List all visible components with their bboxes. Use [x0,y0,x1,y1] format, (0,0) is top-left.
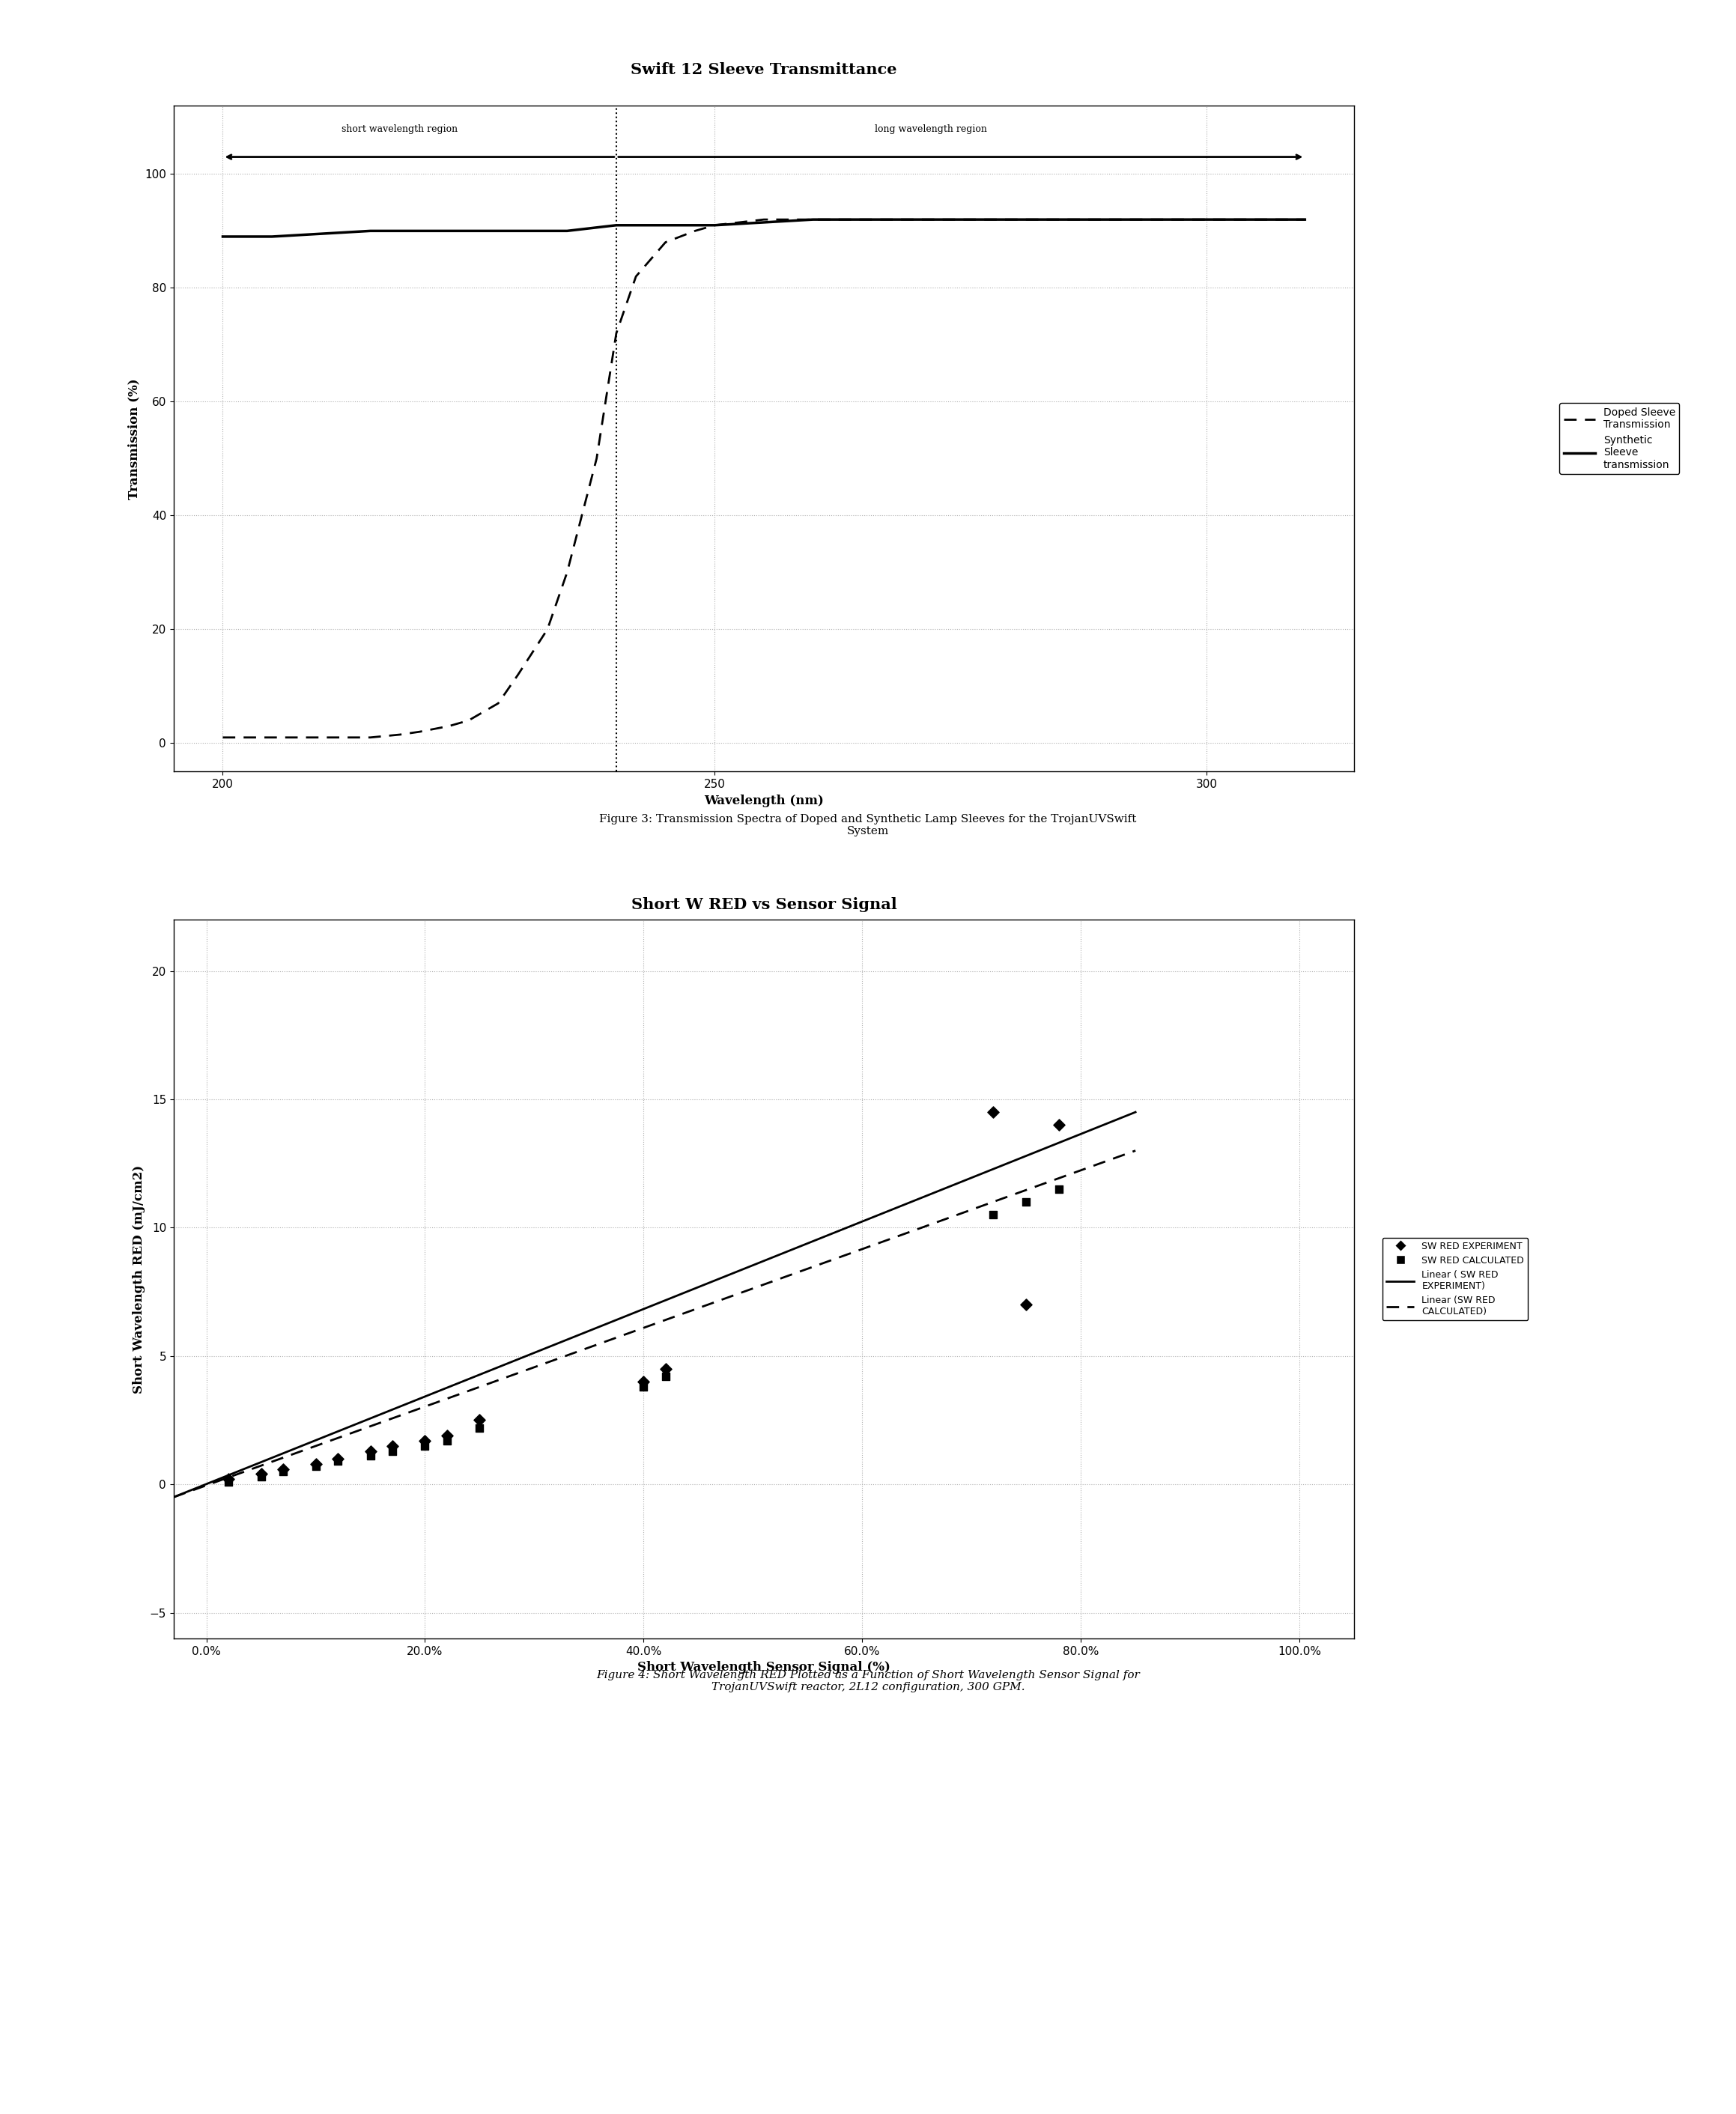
Point [1012,1186,1040,1220]
Point [356,1440,384,1473]
Point [247,1457,274,1490]
Point [214,1463,241,1497]
Legend: SW RED EXPERIMENT, SW RED CALCULATED, Linear ( SW RED
EXPERIMENT), Linear (SW RE: SW RED EXPERIMENT, SW RED CALCULATED, Li… [1382,1237,1528,1321]
Point [1045,1108,1073,1142]
Text: long wavelength region: long wavelength region [875,125,988,133]
Point [630,1366,658,1399]
Point [269,1454,297,1488]
Point [979,1199,1007,1232]
Point [465,1410,493,1444]
Point [432,1418,460,1452]
Point [214,1465,241,1499]
Point [465,1404,493,1438]
Point [630,1370,658,1404]
Point [269,1452,297,1486]
Y-axis label: Transmission (%): Transmission (%) [128,378,141,499]
Point [247,1459,274,1492]
Y-axis label: Short Wavelength RED (mJ/cm2): Short Wavelength RED (mJ/cm2) [132,1165,146,1393]
Point [979,1095,1007,1129]
Point [323,1444,351,1478]
Point [323,1442,351,1476]
Point [651,1359,679,1393]
Legend: Doped Sleeve
Transmission, Synthetic
Sleeve
transmission: Doped Sleeve Transmission, Synthetic Sle… [1559,404,1679,474]
Point [302,1446,330,1480]
Point [651,1353,679,1387]
Point [356,1433,384,1467]
Point [378,1433,406,1467]
Point [1045,1171,1073,1205]
Title: Swift 12 Sleeve Transmittance: Swift 12 Sleeve Transmittance [630,63,898,78]
Point [378,1429,406,1463]
Point [432,1425,460,1459]
X-axis label: Wavelength (nm): Wavelength (nm) [705,795,823,808]
Text: short wavelength region: short wavelength region [342,125,458,133]
Text: Figure 4: Short Wavelength RED Plotted as a Function of Short Wavelength Sensor : Figure 4: Short Wavelength RED Plotted a… [595,1670,1141,1693]
Title: Short W RED vs Sensor Signal: Short W RED vs Sensor Signal [630,896,898,911]
Point [411,1425,439,1459]
Point [302,1450,330,1484]
X-axis label: Short Wavelength Sensor Signal (%): Short Wavelength Sensor Signal (%) [637,1662,891,1674]
Point [411,1429,439,1463]
Text: Figure 3: Transmission Spectra of Doped and Synthetic Lamp Sleeves for the Troja: Figure 3: Transmission Spectra of Doped … [599,814,1137,837]
Point [1012,1287,1040,1321]
